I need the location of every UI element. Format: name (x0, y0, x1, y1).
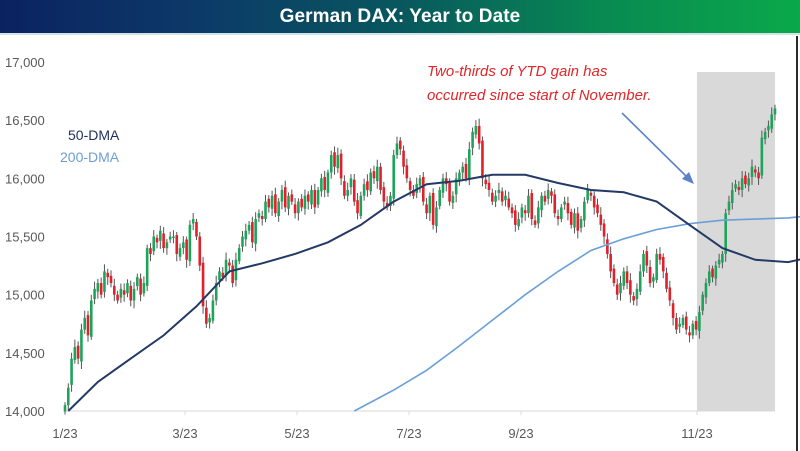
legend-dma200: 200-DMA (60, 149, 120, 165)
annotation-line-2: occurred since start of November. (427, 87, 652, 104)
y-tick-label: 17,000 (5, 55, 45, 70)
chart-title-bar: German DAX: Year to Date (0, 0, 800, 33)
x-tick-label: 1/23 (52, 426, 77, 441)
frame-border (796, 36, 798, 451)
legend-dma50: 50-DMA (68, 127, 120, 143)
x-tick-label: 11/23 (681, 426, 713, 441)
x-tick-label: 5/23 (284, 426, 309, 441)
dma50-line (67, 173, 800, 412)
x-tick-label: 7/23 (396, 426, 421, 441)
x-tick-label: 9/23 (508, 426, 533, 441)
candlestick-series (63, 104, 777, 415)
y-tick-label: 14,000 (5, 404, 45, 419)
title-divider (0, 33, 800, 35)
annotation-line-1: Two-thirds of YTD gain has (427, 63, 608, 80)
y-tick-label: 15,500 (5, 230, 45, 245)
chart-title: German DAX: Year to Date (279, 5, 521, 27)
x-tick-label: 3/23 (172, 426, 197, 441)
x-axis: 1/23 3/23 5/23 7/23 9/23 11/23 (52, 410, 775, 441)
y-tick-label: 16,500 (5, 113, 45, 128)
dma200-line (353, 215, 800, 412)
y-tick-label: 14,500 (5, 346, 45, 361)
y-tick-label: 16,000 (5, 171, 45, 186)
november-shaded-region (697, 72, 775, 411)
annotation-arrow (621, 112, 694, 184)
y-axis: 14,000 14,500 15,000 15,500 16,000 16,500 17,0… (5, 55, 45, 419)
y-tick-label: 15,000 (5, 288, 45, 303)
